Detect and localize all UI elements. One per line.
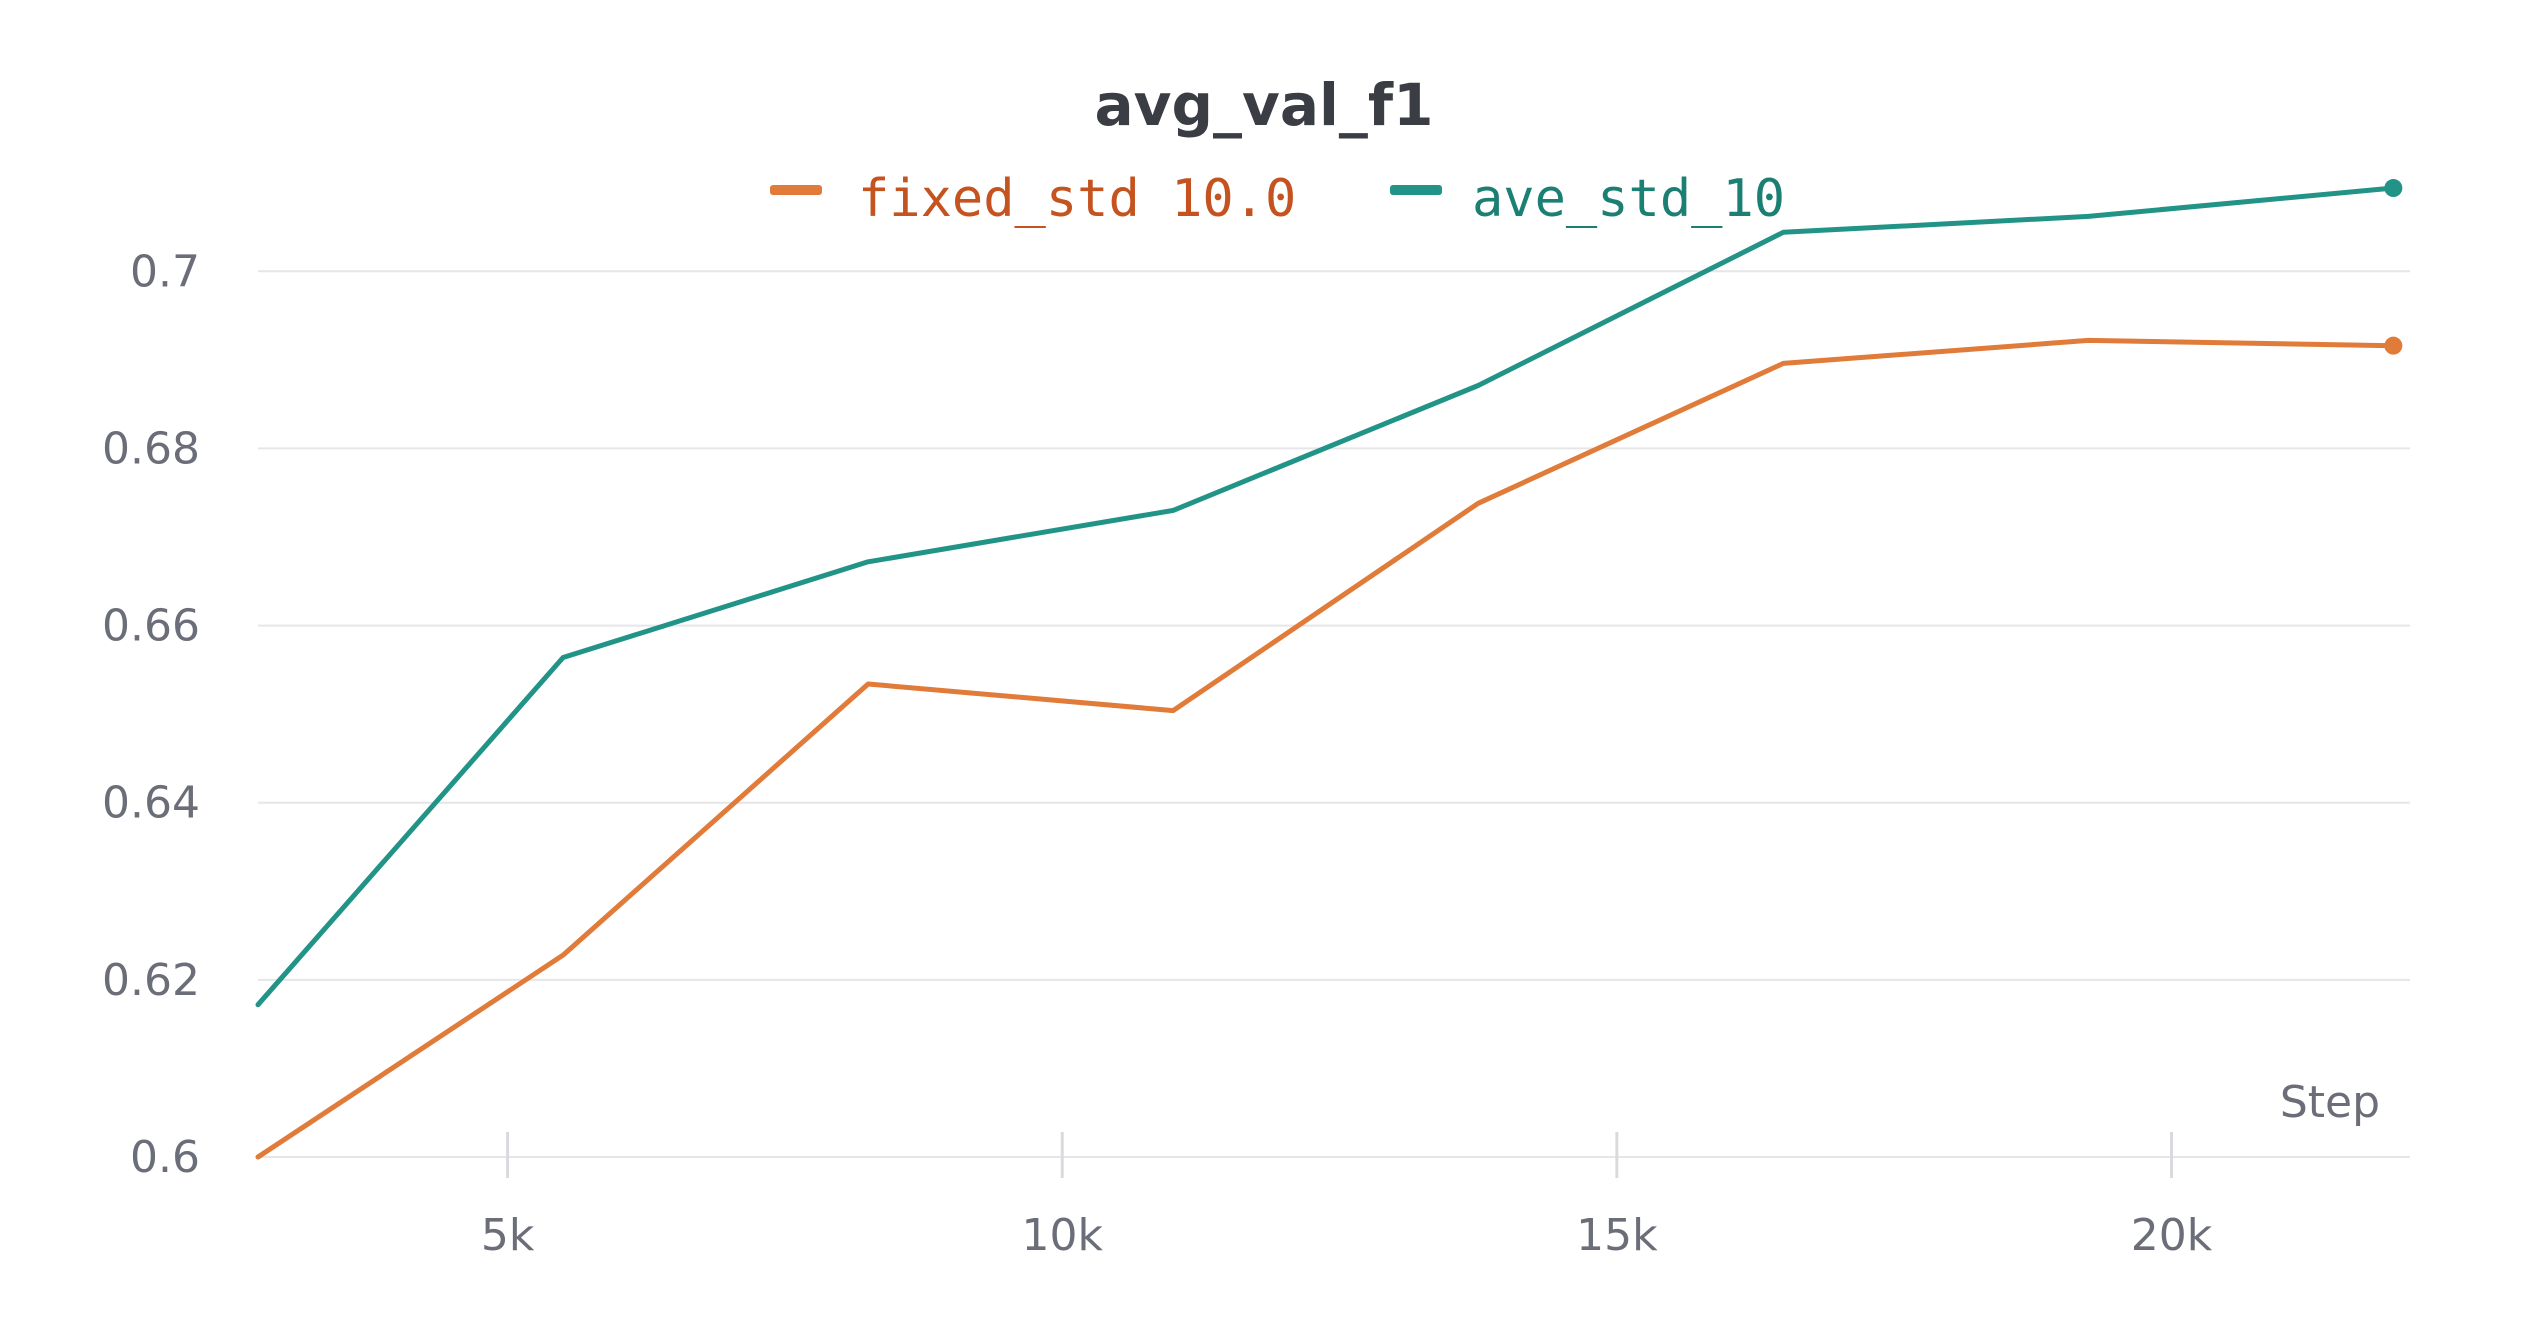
x-tick-label: 10k — [1021, 1210, 1103, 1261]
x-tick-label: 20k — [2131, 1210, 2213, 1261]
y-tick-label: 0.66 — [102, 601, 200, 652]
legend-swatch — [770, 185, 822, 195]
series-end-point-1 — [2384, 336, 2403, 355]
x-tick-label: 5k — [481, 1210, 535, 1261]
y-tick-label: 0.64 — [102, 778, 200, 829]
y-axis: 0.6 0.62 0.64 0.66 0.68 0.7 — [102, 246, 200, 1183]
legend-label: fixed_std 10.0 — [858, 169, 1296, 229]
x-tick-label: 15k — [1576, 1210, 1658, 1261]
y-tick-label: 0.68 — [102, 423, 200, 474]
series-line-2 — [255, 185, 2396, 1008]
y-tick-label: 0.7 — [130, 246, 200, 297]
series-group — [255, 179, 2403, 1160]
y-tick-label: 0.62 — [102, 955, 200, 1006]
legend-label: ave_std_10 — [1472, 169, 1785, 229]
chart-title: avg_val_f1 — [1095, 71, 1434, 139]
y-tick-label: 0.6 — [130, 1132, 200, 1183]
series-line-1 — [255, 337, 2396, 1160]
legend-swatch — [1390, 185, 1442, 195]
series-end-point-2 — [2384, 179, 2403, 198]
x-axis: 5k 10k 15k 20k — [481, 1132, 2213, 1261]
grid — [258, 270, 2410, 1158]
legend: fixed_std 10.0 ave_std_10 — [770, 169, 1785, 229]
x-axis-label: Step — [2280, 1077, 2380, 1128]
